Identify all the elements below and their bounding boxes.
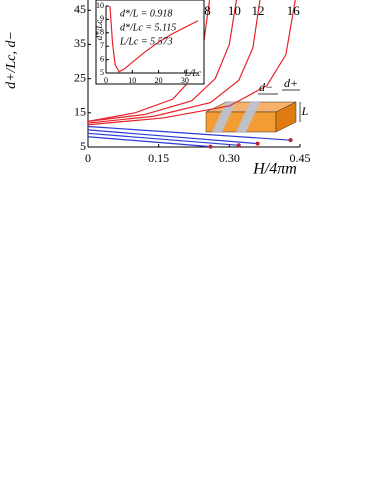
y-axis-label: d+/Lc, d−: [4, 31, 19, 89]
x-axis-label: H/4πm: [252, 161, 297, 178]
inset-annotation: d*/Lc = 5.115: [120, 22, 176, 33]
end-marker: [208, 144, 213, 149]
illustration-label: d+: [284, 76, 298, 90]
x-tick-label: 20: [155, 76, 163, 85]
series-line: [87, 0, 237, 122]
y-tick-label: 25: [74, 70, 86, 84]
illustration: [205, 89, 301, 133]
x-tick-label: 10: [128, 76, 136, 85]
y-tick-label: 15: [74, 105, 86, 119]
x-tick-label: 0: [104, 76, 108, 85]
end-marker: [288, 138, 293, 143]
series-line: [87, 0, 296, 126]
x-tick-label: 0.15: [148, 151, 169, 165]
inset-x-label: L/Lc: [184, 68, 202, 78]
inset-annotation: L/Lc = 5.573: [119, 36, 173, 47]
y-tick-label: 45: [74, 2, 86, 16]
y-tick-label: 10: [96, 1, 104, 10]
y-tick-label: 9: [100, 14, 104, 23]
inset-y-label: d*/Lc: [94, 20, 104, 41]
inset-annotation: d*/L = 0.918: [120, 8, 172, 19]
series-line: [87, 132, 239, 146]
illustration-label: d−: [259, 80, 273, 94]
end-marker: [255, 141, 260, 146]
y-tick-label: 35: [74, 36, 86, 50]
series-line: [87, 125, 291, 141]
y-tick-label: 7: [100, 41, 104, 50]
x-tick-label: 30: [181, 76, 189, 85]
y-tick-label: 8: [100, 28, 104, 37]
illustration-label: L: [301, 104, 309, 118]
series-line: [109, 5, 199, 73]
series-line: [87, 129, 258, 145]
series-line: [87, 0, 261, 124]
x-tick-label: 0.30: [219, 151, 240, 165]
y-tick-label: 5: [100, 68, 104, 77]
x-tick-label: 0: [85, 151, 91, 165]
y-tick-label: 5: [80, 139, 86, 153]
curve-label: 16: [287, 3, 301, 18]
end-marker: [236, 143, 241, 148]
curve-label: 12: [251, 3, 264, 18]
curve-label: 8: [204, 3, 211, 18]
curve-label: 10: [228, 3, 241, 18]
series-line: [87, 136, 211, 148]
x-tick-label: 0.45: [290, 151, 311, 165]
y-tick-label: 6: [100, 54, 104, 63]
inset-frame: [95, 0, 205, 85]
